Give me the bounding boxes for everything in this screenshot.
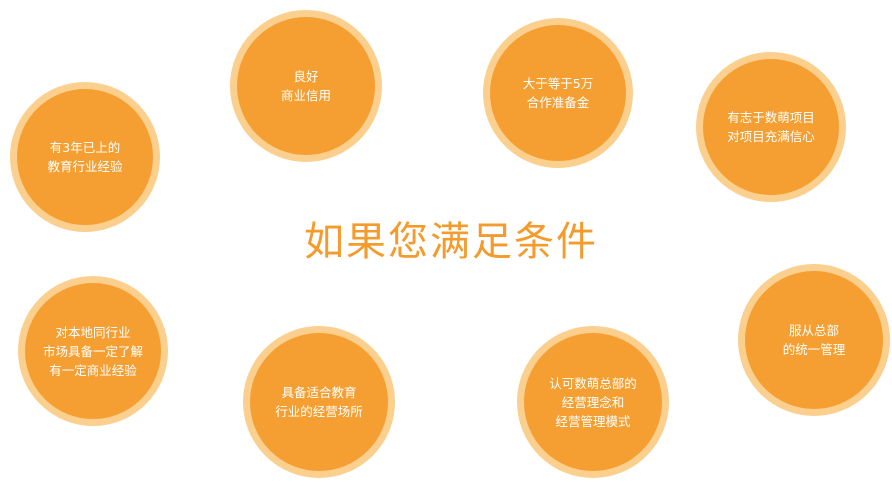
condition-text: 有3年已上的 教育行业经验 xyxy=(47,140,123,174)
condition-bubble-business-credit: 良好 商业信用 xyxy=(230,10,382,162)
condition-bubble-unified-management: 服从总部 的统一管理 xyxy=(738,264,890,416)
condition-text: 认可数萌总部的 经营理念和 经营管理模式 xyxy=(549,375,637,429)
condition-text: 良好 商业信用 xyxy=(280,69,331,103)
condition-text: 有志于数萌项目 对项目充满信心 xyxy=(727,110,815,144)
condition-text: 大于等于5万 合作准备金 xyxy=(522,76,594,110)
condition-text: 服从总部 的统一管理 xyxy=(782,323,846,357)
condition-bubble-business-premises: 具备适合教育 行业的经营场所 xyxy=(243,326,395,478)
headline: 如果您满足条件 xyxy=(304,219,598,265)
condition-bubble-project-confidence: 有志于数萌项目 对项目充满信心 xyxy=(696,52,846,202)
condition-bubble-management-philosophy: 认可数萌总部的 经营理念和 经营管理模式 xyxy=(517,326,669,478)
condition-bubble-local-market: 对本地同行业 市场具备一定了解 有一定商业经验 xyxy=(18,276,168,426)
condition-text: 具备适合教育 行业的经营场所 xyxy=(275,385,363,419)
condition-text: 对本地同行业 市场具备一定了解 有一定商业经验 xyxy=(42,324,143,378)
condition-bubble-education-experience: 有3年已上的 教育行业经验 xyxy=(10,82,160,232)
condition-bubble-reserve-fund: 大于等于5万 合作准备金 xyxy=(483,18,633,168)
